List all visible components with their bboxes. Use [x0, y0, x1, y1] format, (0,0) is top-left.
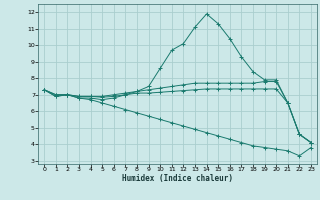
- X-axis label: Humidex (Indice chaleur): Humidex (Indice chaleur): [122, 174, 233, 183]
